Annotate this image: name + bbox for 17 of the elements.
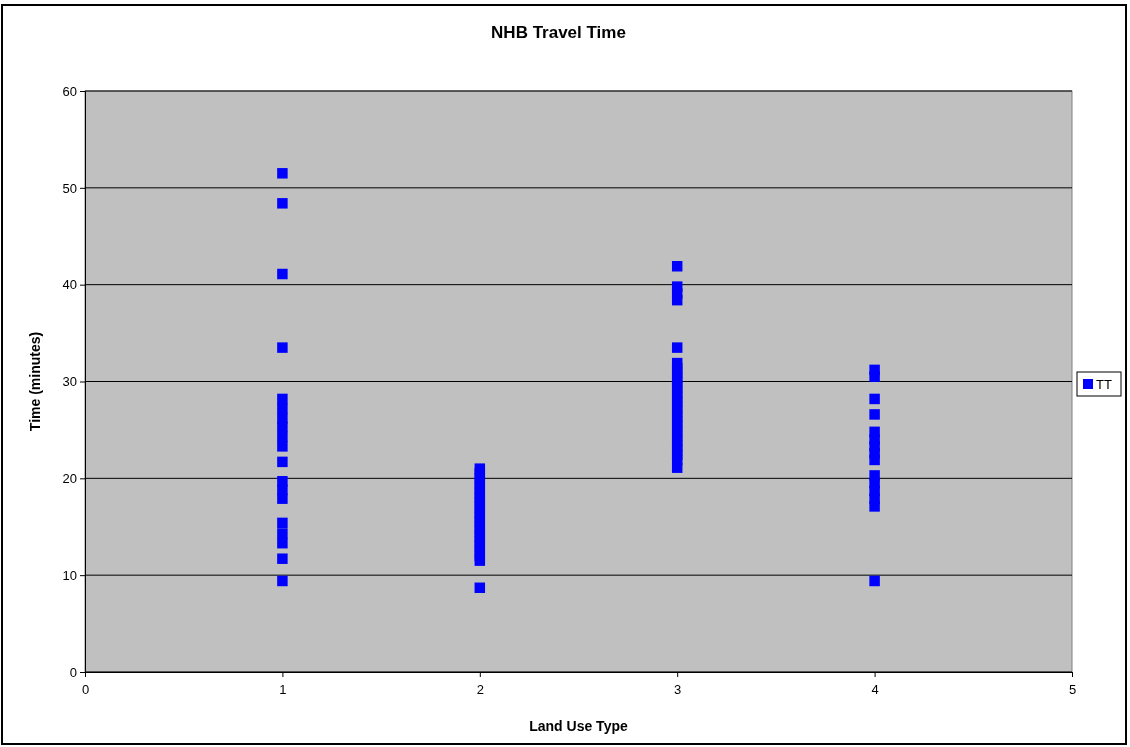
y-tick-label: 0 (69, 664, 77, 680)
y-tick-label: 50 (62, 180, 77, 196)
x-tick-label: 5 (1068, 682, 1077, 698)
chart-title: NHB Travel Time (491, 23, 626, 42)
y-axis-title: Time (minutes) (27, 331, 43, 432)
x-tick-label: 1 (279, 682, 287, 698)
legend-label: TT (1096, 377, 1112, 392)
y-tick-label: 30 (62, 374, 77, 390)
y-tick-label: 60 (62, 83, 77, 99)
x-tick-label: 0 (81, 682, 90, 698)
x-tick-label: 4 (871, 682, 879, 698)
x-tick-label: 3 (674, 682, 682, 698)
y-tick-label: 10 (62, 567, 77, 583)
x-axis-title: Land Use Type (529, 718, 628, 734)
y-tick-label: 20 (62, 470, 77, 486)
y-tick-label: 40 (62, 277, 77, 293)
x-tick-label: 2 (476, 682, 484, 698)
